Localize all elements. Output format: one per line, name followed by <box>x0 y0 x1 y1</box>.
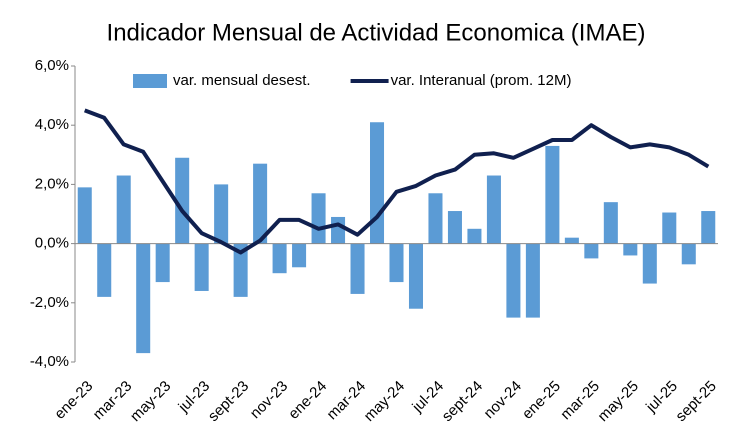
bar <box>370 122 385 244</box>
bar <box>272 243 287 274</box>
y-tick-label: -4,0% <box>30 353 69 370</box>
bar <box>506 243 521 318</box>
y-tick-label: 2,0% <box>35 175 69 192</box>
bar <box>194 243 209 291</box>
bar <box>97 243 112 297</box>
bar <box>564 237 579 244</box>
y-tick-label: -2,0% <box>30 294 69 311</box>
y-tick-label: 6,0% <box>35 57 69 74</box>
bar <box>447 211 462 244</box>
bar <box>545 145 560 244</box>
bar <box>311 193 326 244</box>
bar <box>214 184 229 244</box>
bar <box>623 243 638 256</box>
line <box>83 108 710 255</box>
y-tick-label: 0,0% <box>35 235 69 252</box>
y-tick-label: 4,0% <box>35 116 69 133</box>
bar <box>428 193 443 244</box>
bar <box>292 243 307 268</box>
bar <box>136 243 151 354</box>
bar <box>233 243 248 297</box>
bar <box>408 243 423 309</box>
bar <box>681 243 696 265</box>
bar <box>116 175 131 244</box>
bar <box>642 243 657 284</box>
bar <box>253 163 268 244</box>
bar <box>331 216 346 244</box>
bar <box>175 157 190 244</box>
bar <box>584 243 599 259</box>
legend-label: var. Interanual (prom. 12M) <box>391 72 572 89</box>
bar <box>603 202 618 244</box>
bar <box>467 228 482 244</box>
legend-label: var. mensual desest. <box>173 72 311 89</box>
legend-swatch <box>133 74 167 88</box>
bar <box>486 175 501 244</box>
bar <box>701 211 716 244</box>
bar <box>525 243 540 318</box>
chart-title: Indicador Mensual de Actividad Economica… <box>107 19 646 46</box>
bar <box>155 243 170 283</box>
bar <box>389 243 404 283</box>
bar <box>662 212 677 244</box>
bar <box>350 243 365 294</box>
bar <box>77 187 92 244</box>
